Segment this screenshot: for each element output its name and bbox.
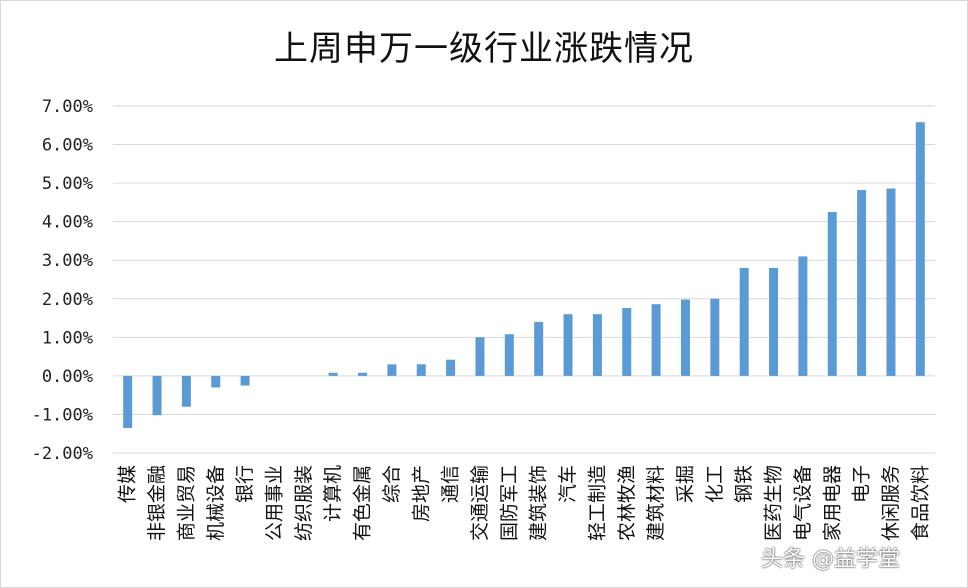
x-tick-label: 房地产 <box>410 465 432 522</box>
bar <box>886 188 896 376</box>
bar <box>446 359 456 376</box>
y-tick-label: 4.00% <box>42 213 93 233</box>
bar <box>827 212 837 376</box>
bar <box>123 375 133 428</box>
bar <box>504 334 514 376</box>
y-tick-label: -1.00% <box>32 405 93 425</box>
x-tick-label: 电气设备 <box>792 465 814 541</box>
x-tick-label: 汽车 <box>557 465 579 503</box>
bar <box>622 308 632 376</box>
x-tick-label: 纺织服装 <box>293 465 315 541</box>
bar <box>387 364 397 376</box>
x-tick-label: 医药生物 <box>763 465 785 541</box>
bar <box>328 372 338 376</box>
y-tick-label: 0.00% <box>42 367 93 387</box>
x-tick-label: 银行 <box>234 465 256 503</box>
bar <box>710 298 720 376</box>
x-tick-label: 交通运输 <box>469 465 491 541</box>
x-tick-label: 化工 <box>704 465 726 503</box>
y-tick-label: 1.00% <box>42 328 93 348</box>
x-tick-label: 传媒 <box>117 465 139 503</box>
x-tick-label: 计算机 <box>322 465 344 522</box>
x-tick-label: 农林牧渔 <box>616 465 638 541</box>
bar <box>563 314 573 376</box>
y-tick-label: 5.00% <box>42 174 93 194</box>
y-tick-label: 6.00% <box>42 136 93 156</box>
chart-title: 上周申万一级行业涨跌情况 <box>274 29 694 69</box>
bar <box>416 364 426 376</box>
x-tick-label: 通信 <box>440 465 462 503</box>
x-tick-label: 钢铁 <box>733 465 755 503</box>
x-tick-label: 建筑装饰 <box>528 465 550 541</box>
bar <box>915 122 925 376</box>
x-tick-label: 轻工制造 <box>586 465 608 541</box>
y-tick-label: 3.00% <box>42 251 93 271</box>
x-tick-label: 非银金融 <box>146 465 168 541</box>
bar <box>857 190 867 376</box>
y-tick-label: -2.00% <box>32 444 93 464</box>
bar <box>798 256 808 376</box>
x-tick-label: 国防军工 <box>498 465 520 541</box>
bar <box>592 314 602 376</box>
bar <box>181 375 191 407</box>
x-tick-label: 采掘 <box>674 465 696 503</box>
x-tick-label: 休闲服务 <box>880 465 902 541</box>
x-tick-label: 食品饮料 <box>909 465 931 541</box>
bar <box>240 375 250 386</box>
bar <box>651 304 661 376</box>
x-tick-label: 商业贸易 <box>175 465 197 541</box>
x-tick-label: 有色金属 <box>352 465 374 541</box>
x-tick-label: 公用事业 <box>263 465 285 541</box>
bar <box>769 267 779 376</box>
bar <box>211 375 221 388</box>
x-tick-label: 建筑材料 <box>645 465 667 541</box>
bar <box>358 372 368 376</box>
watermark: 头条 @益学堂 <box>761 547 900 572</box>
x-tick-label: 机械设备 <box>205 465 227 541</box>
x-tick-label: 电子 <box>851 465 873 503</box>
bar <box>475 337 485 376</box>
y-tick-label: 2.00% <box>42 290 93 310</box>
bar <box>680 299 690 376</box>
bar <box>739 267 749 376</box>
x-tick-label: 家用电器 <box>821 465 843 541</box>
y-tick-label: 7.00% <box>42 97 93 117</box>
bar <box>534 321 544 376</box>
x-tick-label: 综合 <box>381 465 403 503</box>
bar <box>152 375 162 416</box>
